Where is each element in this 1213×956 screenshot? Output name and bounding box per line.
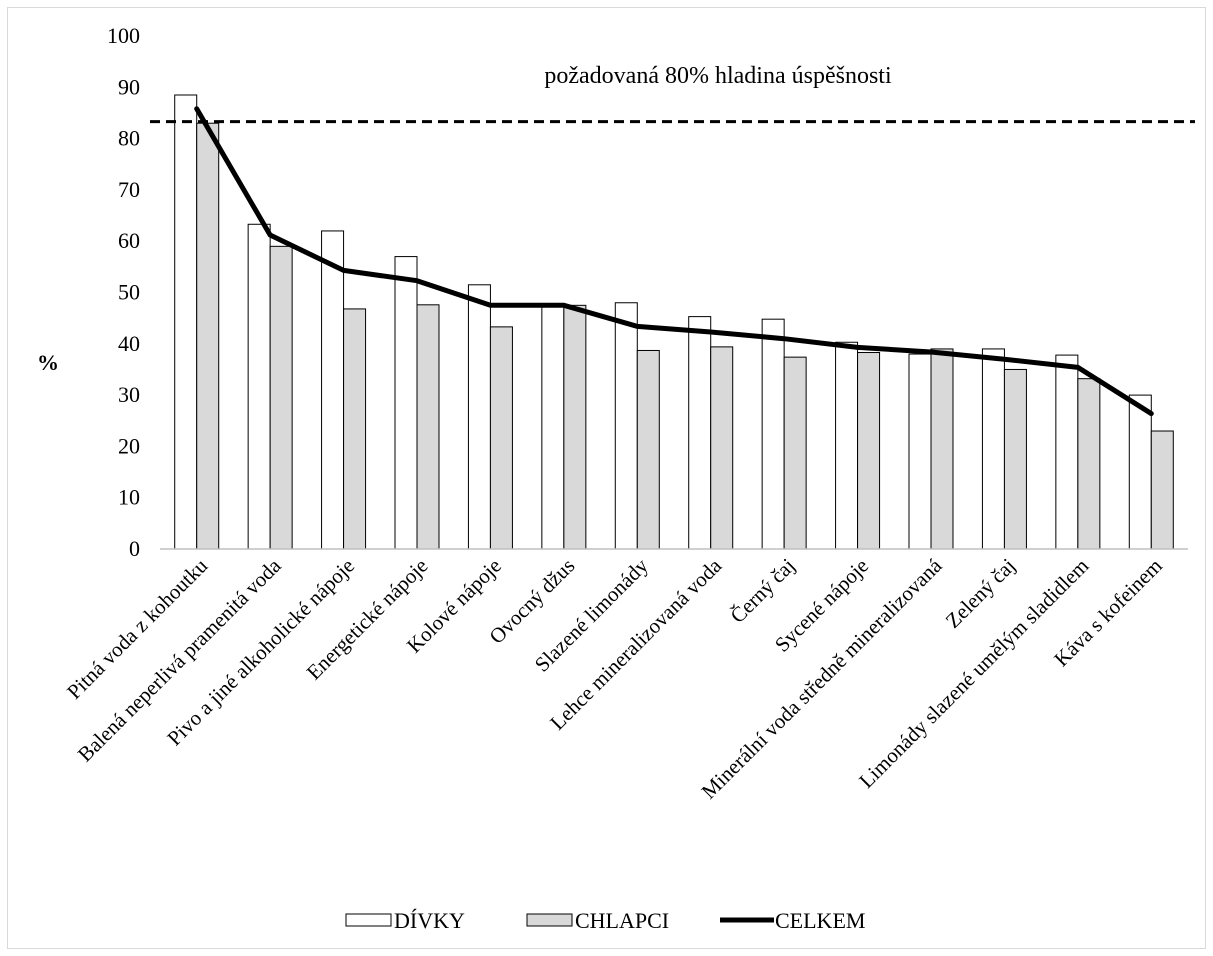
y-tick-label: 10 (118, 485, 140, 510)
bar-divky (174, 94, 198, 550)
y-tick-label: 100 (107, 23, 140, 48)
y-tick-label: 20 (118, 433, 140, 458)
bar-chlapci (930, 348, 954, 550)
bar-divky (467, 284, 491, 550)
y-tick-label: 70 (118, 177, 140, 202)
bar-divky (1128, 394, 1152, 550)
legend: DÍVKY CHLAPCI CELKEM (345, 908, 865, 933)
bar-divky (835, 341, 859, 550)
y-tick-label: 0 (129, 536, 140, 561)
series-celkem-line (194, 106, 1154, 417)
bar-divky (321, 230, 345, 550)
y-axis-label: % (37, 350, 59, 375)
bar-chlapci (196, 122, 220, 550)
bar-divky (981, 348, 1005, 550)
y-tick-label: 80 (118, 126, 140, 151)
y-tick-label: 30 (118, 382, 140, 407)
bar-chlapci (857, 352, 881, 550)
y-tick-label: 90 (118, 74, 140, 99)
legend-swatch-divky (345, 913, 392, 927)
y-axis-ticks: 0 10 20 30 40 50 60 70 80 90 100 (107, 23, 140, 561)
bar-chlapci (1150, 430, 1174, 550)
bar-divky (614, 302, 638, 550)
bar-chlapci (416, 304, 440, 550)
bar-divky (247, 223, 271, 550)
bar-chlapci (343, 308, 367, 550)
bar-divky (688, 316, 712, 550)
bar-chlapci (783, 356, 807, 550)
bar-chlapci (269, 245, 293, 550)
bar-divky (908, 353, 932, 550)
legend-label-celkem: CELKEM (775, 908, 865, 933)
bar-chlapci (710, 346, 734, 550)
bar-chlapci (489, 326, 513, 550)
y-tick-label: 50 (118, 280, 140, 305)
bar-divky (394, 256, 418, 550)
legend-label-chlapci: CHLAPCI (575, 908, 669, 933)
bar-divky (761, 318, 785, 550)
threshold-annotation: požadovaná 80% hladina úspěšnosti (544, 63, 892, 89)
bar-chlapci (563, 304, 587, 550)
y-tick-label: 60 (118, 228, 140, 253)
bar-divky (541, 304, 565, 550)
legend-label-divky: DÍVKY (394, 908, 465, 933)
bar-chlapci (1077, 378, 1101, 550)
bar-chlapci (1003, 368, 1027, 550)
y-tick-label: 40 (118, 331, 140, 356)
bar-divky (1055, 354, 1079, 550)
series-chlapci-bars (196, 122, 1174, 550)
bar-chlapci (636, 349, 660, 550)
legend-swatch-chlapci (526, 913, 573, 927)
series-divky-bars (174, 94, 1152, 550)
